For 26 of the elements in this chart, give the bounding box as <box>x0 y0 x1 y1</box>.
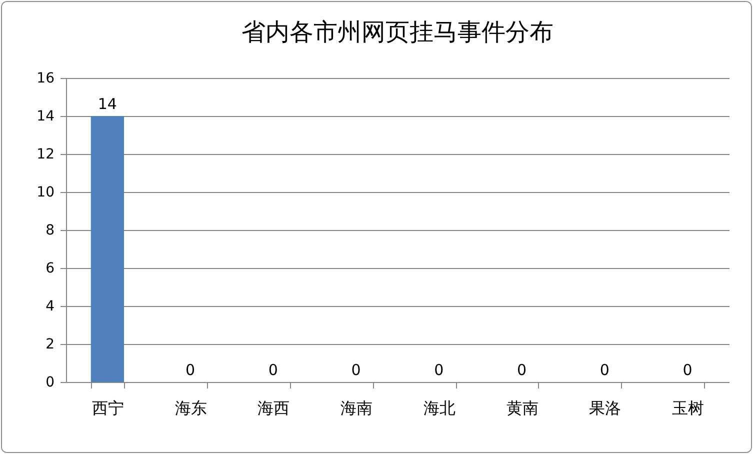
data-label: 0 <box>186 361 196 379</box>
data-label: 0 <box>682 361 692 379</box>
x-tick-label: 黄南 <box>506 398 538 418</box>
y-tick-label: 16 <box>36 70 55 86</box>
x-tick-label: 海北 <box>423 398 456 418</box>
y-tick-label: 2 <box>46 336 54 352</box>
x-tick-label: 玉树 <box>672 398 704 418</box>
data-label: 14 <box>98 95 117 113</box>
chart-title: 省内各市州网页挂马事件分布 <box>242 18 554 46</box>
y-tick-label: 0 <box>46 374 54 390</box>
x-tick-label: 海南 <box>340 398 373 418</box>
x-tick-label: 海东 <box>174 398 207 418</box>
y-tick-label: 6 <box>46 260 55 276</box>
y-tick-label: 12 <box>36 146 54 162</box>
y-tick-label: 10 <box>36 184 54 200</box>
y-tick-label: 4 <box>46 298 55 314</box>
x-tick-label: 西宁 <box>92 398 124 418</box>
y-tick-label: 8 <box>46 222 54 238</box>
data-label: 0 <box>517 361 527 379</box>
x-tick-label: 果洛 <box>589 398 622 418</box>
x-tick-label: 海西 <box>258 398 290 418</box>
data-label: 0 <box>268 361 278 379</box>
data-label: 0 <box>351 361 361 379</box>
y-tick-label: 14 <box>36 108 55 124</box>
data-label: 0 <box>434 361 444 379</box>
data-label: 0 <box>600 361 610 379</box>
